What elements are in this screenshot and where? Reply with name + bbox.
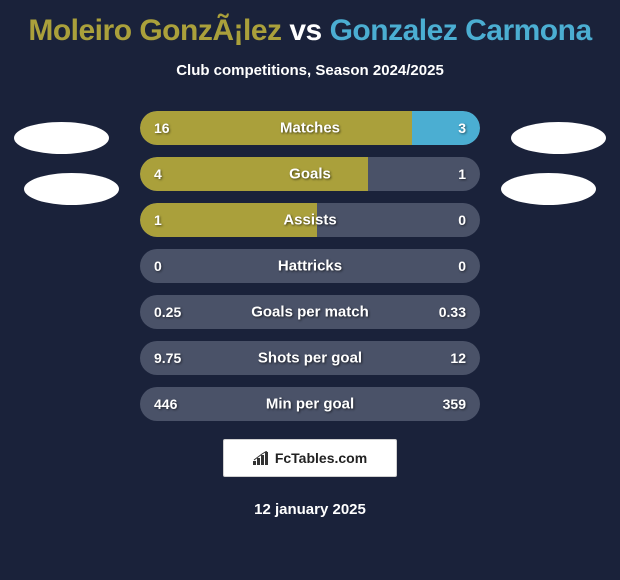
stat-label: Goals per match <box>251 304 369 321</box>
stat-bar: 16 3 Matches <box>140 111 480 145</box>
stat-value-right: 12 <box>450 350 466 366</box>
stat-label: Assists <box>283 212 336 229</box>
stat-label: Matches <box>280 120 340 137</box>
subtitle: Club competitions, Season 2024/2025 <box>0 62 620 79</box>
comparison-title: Moleiro GonzÃ¡lez vs Gonzalez Carmona <box>0 0 620 48</box>
footer-date: 12 january 2025 <box>0 501 620 518</box>
bar-segment-left <box>140 111 412 145</box>
fctables-badge[interactable]: FcTables.com <box>223 439 397 477</box>
stat-row: 0 0 Hattricks <box>0 249 620 283</box>
stat-value-left: 4 <box>154 166 162 182</box>
stat-bar: 0 0 Hattricks <box>140 249 480 283</box>
stat-value-left: 16 <box>154 120 170 136</box>
stat-bar: 4 1 Goals <box>140 157 480 191</box>
stat-value-right: 0 <box>458 212 466 228</box>
stat-value-right: 359 <box>443 396 466 412</box>
stat-value-left: 1 <box>154 212 162 228</box>
player1-name: Moleiro GonzÃ¡lez <box>28 14 281 47</box>
stat-label: Shots per goal <box>258 350 362 367</box>
stat-value-left: 0.25 <box>154 304 181 320</box>
stat-row: 1 0 Assists <box>0 203 620 237</box>
stat-value-left: 0 <box>154 258 162 274</box>
stat-value-left: 446 <box>154 396 177 412</box>
fctables-label: FcTables.com <box>275 450 367 466</box>
stat-bar: 446 359 Min per goal <box>140 387 480 421</box>
stat-bar: 1 0 Assists <box>140 203 480 237</box>
stat-row: 446 359 Min per goal <box>0 387 620 421</box>
stat-value-right: 0.33 <box>439 304 466 320</box>
stats-container: 16 3 Matches 4 1 Goals 1 0 Assists 0 0 Hattricks 0.2… <box>0 111 620 421</box>
stat-value-right: 1 <box>458 166 466 182</box>
stat-label: Min per goal <box>266 396 354 413</box>
vs-text: vs <box>289 14 321 47</box>
stat-row: 4 1 Goals <box>0 157 620 191</box>
stat-row: 0.25 0.33 Goals per match <box>0 295 620 329</box>
player2-name: Gonzalez Carmona <box>330 14 592 47</box>
bar-segment-right <box>412 111 480 145</box>
stat-row: 9.75 12 Shots per goal <box>0 341 620 375</box>
stat-value-right: 3 <box>458 120 466 136</box>
stat-label: Hattricks <box>278 258 342 275</box>
stat-row: 16 3 Matches <box>0 111 620 145</box>
bar-segment-left <box>140 157 368 191</box>
stat-value-left: 9.75 <box>154 350 181 366</box>
stat-label: Goals <box>289 166 331 183</box>
chart-icon <box>253 451 271 465</box>
stat-bar: 0.25 0.33 Goals per match <box>140 295 480 329</box>
stat-value-right: 0 <box>458 258 466 274</box>
stat-bar: 9.75 12 Shots per goal <box>140 341 480 375</box>
